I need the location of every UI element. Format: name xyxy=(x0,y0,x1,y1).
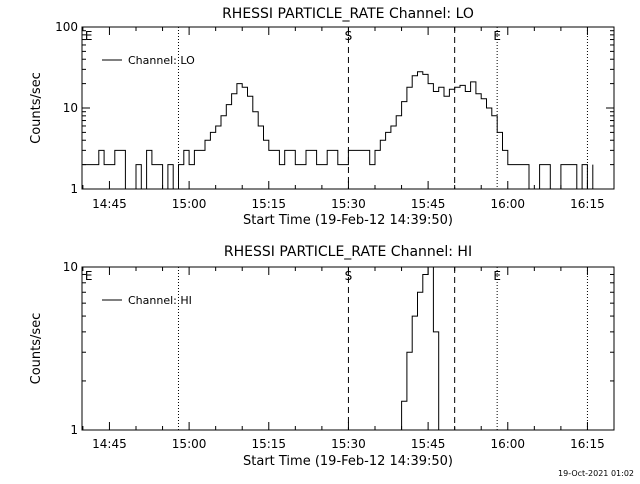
x-tick-label: 15:00 xyxy=(172,437,207,451)
y-axis-label: Counts/sec xyxy=(29,72,44,144)
y-tick-label: 10 xyxy=(63,260,78,274)
series-line xyxy=(401,267,440,430)
event-marker-label: E xyxy=(85,269,93,283)
y-tick-label: 100 xyxy=(55,20,78,34)
x-tick-label: 14:45 xyxy=(92,197,127,211)
event-marker-label: S xyxy=(345,29,353,43)
chart-title: RHESSI PARTICLE_RATE Channel: HI xyxy=(224,244,472,260)
y-tick-label: 1 xyxy=(70,182,78,196)
y-axis-label: Counts/sec xyxy=(29,313,44,385)
x-tick-label: 16:00 xyxy=(490,197,525,211)
series-line xyxy=(82,71,594,189)
event-marker-label: E xyxy=(493,269,501,283)
timestamp-label: 19-Oct-2021 01:02 xyxy=(558,469,634,478)
x-tick-label: 15:15 xyxy=(251,197,286,211)
x-tick-label: 15:00 xyxy=(172,197,207,211)
event-marker-label: S xyxy=(345,269,353,283)
x-axis-label: Start Time (19-Feb-12 14:39:50) xyxy=(243,213,453,228)
x-axis-label: Start Time (19-Feb-12 14:39:50) xyxy=(243,454,453,469)
legend-entry: Channel: HI xyxy=(128,294,192,307)
x-tick-label: 15:15 xyxy=(251,437,286,451)
event-marker-label: E xyxy=(85,29,93,43)
x-tick-label: 16:00 xyxy=(490,437,525,451)
chart-title: RHESSI PARTICLE_RATE Channel: LO xyxy=(222,6,474,22)
y-tick-label: 1 xyxy=(70,423,78,437)
x-tick-label: 16:15 xyxy=(570,437,605,451)
x-tick-label: 16:15 xyxy=(570,197,605,211)
legend-entry: Channel: LO xyxy=(128,54,195,67)
x-tick-label: 15:30 xyxy=(331,437,366,451)
y-tick-label: 10 xyxy=(63,101,78,115)
x-tick-label: 14:45 xyxy=(92,437,127,451)
event-marker-label: E xyxy=(493,29,501,43)
x-tick-label: 15:45 xyxy=(411,197,446,211)
x-tick-label: 15:30 xyxy=(331,197,366,211)
x-tick-label: 15:45 xyxy=(411,437,446,451)
